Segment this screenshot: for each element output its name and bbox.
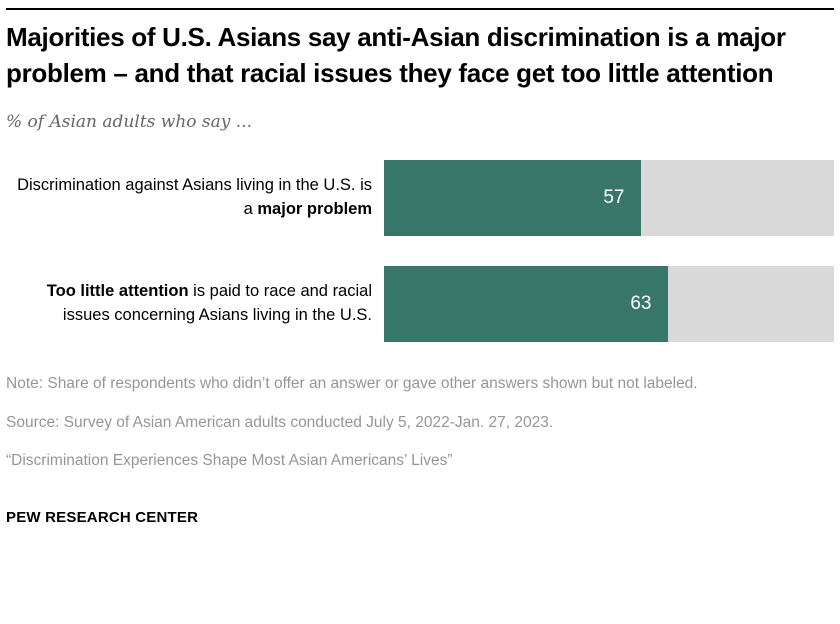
note-text: Note: Share of respondents who didn’t of… <box>6 374 698 392</box>
report-title-text: “Discrimination Experiences Shape Most A… <box>6 452 453 470</box>
bar-fill: 57 <box>384 159 641 236</box>
bar-chart: Discrimination against Asians living in … <box>6 159 834 342</box>
source-text: Source: Survey of Asian American adults … <box>6 413 554 431</box>
bar-label: Too little attention is paid to race and… <box>6 266 384 342</box>
bar-label-text: is paid to race and racial issues concer… <box>62 282 372 324</box>
bar-row: Discrimination against Asians living in … <box>6 159 834 236</box>
chart-subtitle: % of Asian adults who say ... <box>6 111 252 132</box>
top-divider <box>6 8 834 10</box>
chart-page: Majorities of U.S. Asians say anti-Asian… <box>6 8 834 526</box>
footer-brand: PEW RESEARCH CENTER <box>6 508 199 526</box>
bar-label: Discrimination against Asians living in … <box>6 160 384 236</box>
bar-track: 63 <box>384 265 834 342</box>
footnotes: Note: Share of respondents who didn’t of… <box>6 372 834 473</box>
page-title: Majorities of U.S. Asians say anti-Asian… <box>6 22 786 88</box>
bar-fill: 63 <box>384 265 668 342</box>
bar-track: 57 <box>384 159 834 236</box>
bar-value-label: 63 <box>630 292 652 314</box>
bar-row: Too little attention is paid to race and… <box>6 265 834 342</box>
bar-label-text: Discrimination against Asians living in … <box>17 176 372 218</box>
bar-value-label: 57 <box>603 186 625 208</box>
bar-label-bold: Too little attention <box>46 282 189 301</box>
bar-label-bold: major problem <box>257 199 372 218</box>
